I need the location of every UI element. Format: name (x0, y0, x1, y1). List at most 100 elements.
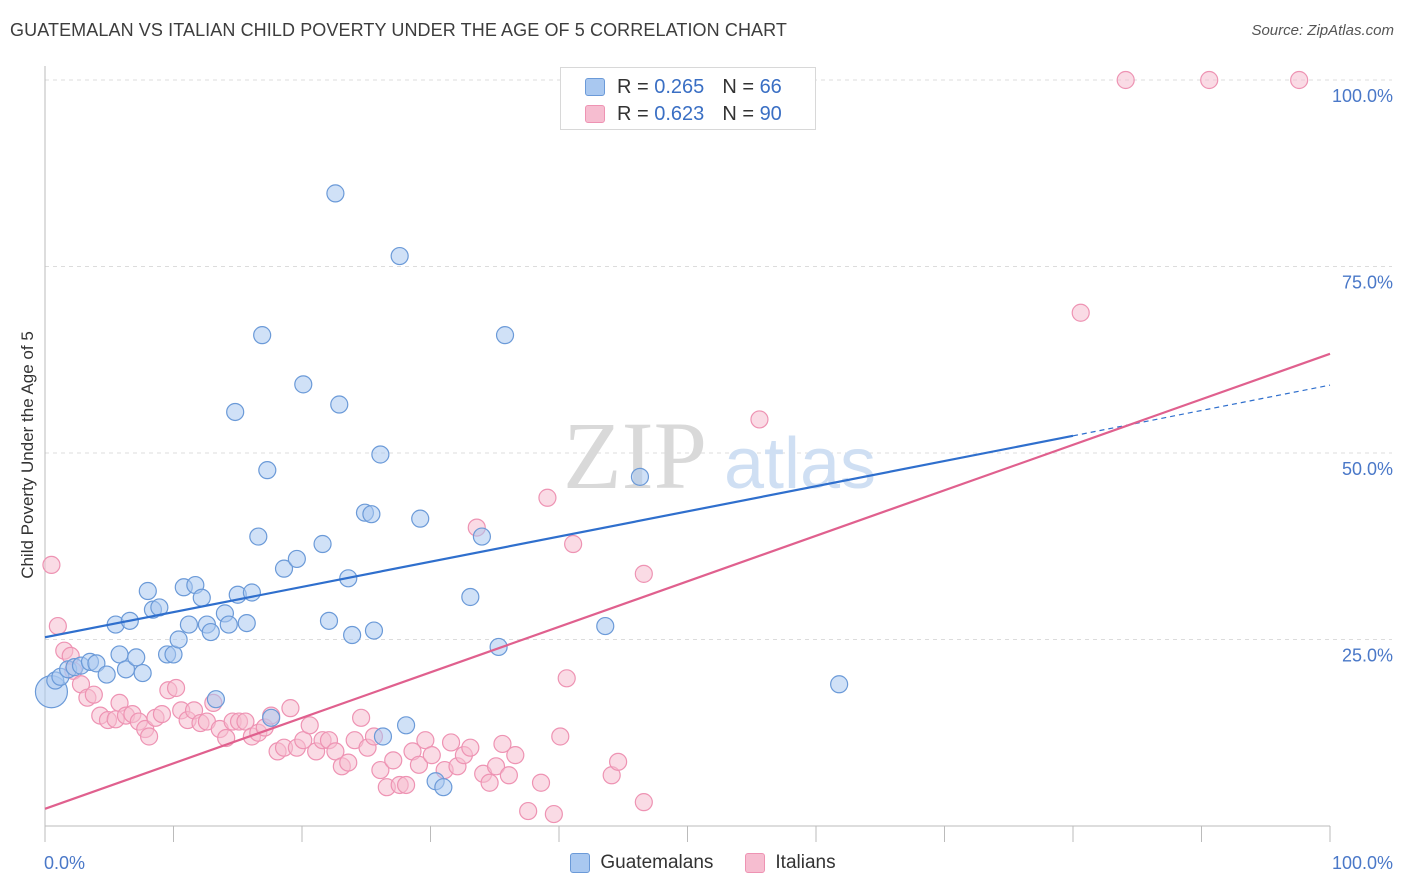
italians-point (499, 766, 518, 785)
guatemalans-point (495, 326, 515, 345)
italians-point (300, 716, 319, 735)
guatemalans-point (127, 648, 146, 667)
watermark: ZIP atlas (563, 402, 876, 509)
guatemalans-legend-swatch (570, 853, 591, 873)
n-value: 90 (759, 102, 782, 125)
legend-item-guatemalans: Guatemalans (570, 852, 713, 874)
guatemalans-point (294, 375, 313, 394)
stats-row-italians: R = 0.623 N = 90 (585, 101, 782, 127)
guatemalans-point (330, 395, 349, 414)
source-credit: Source: ZipAtlas.com (1251, 22, 1394, 39)
guatemalans-point (192, 588, 211, 607)
n-label: N = (722, 75, 754, 98)
guatemalans-point (179, 615, 199, 634)
italians-point (493, 734, 512, 754)
stats-row-guatemalans: R = 0.265 N = 66 (585, 74, 782, 100)
guatemalans-point (434, 778, 453, 797)
n-label: N = (722, 102, 754, 125)
guatemalans-point (461, 587, 480, 607)
guatemalans-point (472, 527, 491, 546)
italians-point (519, 801, 538, 821)
watermark-atlas: atlas (724, 424, 876, 504)
italians-legend-swatch (745, 853, 766, 873)
italians-point (1290, 70, 1309, 90)
legend-label-guatemalans: Guatemalans (600, 852, 714, 873)
italians-point (166, 678, 186, 698)
italians-point (564, 534, 583, 554)
guatemalans-point (630, 467, 650, 486)
italians-point (1071, 303, 1090, 322)
italians-trend-line (44, 352, 1331, 810)
guatemalans-point (169, 630, 188, 649)
chart-title: GUATEMALAN VS ITALIAN CHILD POVERTY UNDE… (10, 20, 788, 40)
italians-point (352, 708, 371, 727)
italians-point (531, 773, 551, 792)
guatemalans-point (262, 708, 281, 727)
italians-point (634, 793, 653, 812)
italians-point (42, 555, 61, 575)
italians-point (634, 564, 653, 583)
r-value: 0.623 (654, 102, 705, 125)
x-tick-label: 100.0% (1332, 853, 1393, 873)
italians-point (384, 751, 403, 770)
guatemalans-point (411, 509, 430, 528)
guatemalans-point (326, 184, 345, 203)
watermark-zip: ZIP (563, 402, 707, 509)
italians-swatch (585, 105, 605, 123)
y-tick-label: 50.0% (1342, 459, 1393, 479)
italians-point (1200, 70, 1219, 90)
tick-labels: 25.0% 50.0% 75.0% 100.0% 0.0% 100.0% (44, 86, 1393, 873)
guatemalans-point (390, 246, 409, 266)
guatemalans-trend-line (44, 434, 1074, 639)
guatemalans-point (253, 326, 272, 345)
y-tick-label: 25.0% (1342, 646, 1393, 666)
italians-point (609, 752, 628, 771)
guatemalans-point (362, 505, 381, 524)
trend-lines (44, 352, 1331, 810)
guatemalans-point (489, 637, 508, 657)
guatemalans-point (219, 615, 238, 634)
guatemalans-trend-extension (1072, 384, 1331, 437)
italians-point (486, 757, 506, 776)
italians-point (371, 760, 390, 780)
guatemalans-point (237, 613, 256, 633)
italians-point (1116, 70, 1135, 90)
guatemalans-point (373, 727, 393, 746)
r-label: R = (617, 75, 649, 98)
stats-legend: R = 0.265 N = 66 R = 0.623 N = 90 (560, 67, 816, 130)
italians-point (750, 410, 769, 429)
r-value: 0.265 (654, 75, 705, 98)
y-tick-label: 75.0% (1342, 273, 1393, 293)
italians-point (480, 773, 499, 792)
guatemalans-point (319, 611, 339, 630)
guatemalans-point (138, 581, 157, 601)
guatemalans-point (133, 663, 152, 683)
legend-label-italians: Italians (775, 852, 836, 873)
italians-point (48, 616, 67, 636)
italians-point (396, 775, 416, 795)
guatemalans-point (258, 461, 277, 480)
guatemalans-point (274, 559, 294, 578)
guatemalans-swatch (585, 78, 605, 96)
italians-point (84, 685, 103, 704)
italians-point (339, 753, 358, 772)
italians-point (506, 746, 525, 765)
guatemalans-point (396, 716, 416, 735)
guatemalans-point (313, 534, 332, 554)
guatemalans-point (226, 402, 245, 422)
italians-point (557, 669, 576, 688)
guatemalans-point (87, 654, 106, 673)
guatemalans-point (201, 622, 220, 642)
guatemalans-point (249, 527, 268, 546)
italians-point (544, 804, 563, 824)
x-tick-label: 0.0% (44, 853, 85, 873)
guatemalans-point (97, 665, 116, 684)
italians-point (409, 755, 429, 774)
guatemalans-point (364, 621, 384, 640)
guatemalans-point (206, 690, 226, 709)
guatemalans-point (371, 445, 390, 464)
guatemalans-point (287, 549, 306, 569)
italians-point (538, 488, 557, 507)
italians-point (281, 699, 300, 718)
